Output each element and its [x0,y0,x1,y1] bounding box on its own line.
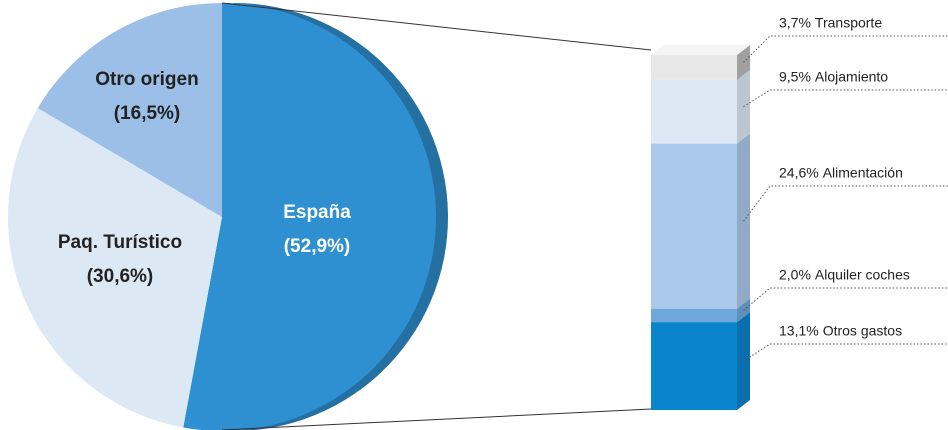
slice [183,3,436,430]
slice-label: España [283,202,351,223]
bar-value-label: 2,0% [779,267,811,283]
slice-label: Paq. Turístico [58,232,182,253]
bar-segment [651,322,737,410]
leader-line [743,343,948,362]
leader-line [743,35,948,63]
bar-name-label: Otros gastos [823,323,902,339]
bar-segment [651,308,737,323]
leader-line [743,185,948,222]
bar-name-label: Alquiler coches [815,267,910,283]
slice-value-label: (16,5%) [114,103,181,124]
slice [8,108,223,428]
connector [221,408,652,430]
bar-value-label: 24,6% [779,165,819,181]
leader-line [743,89,948,108]
bar-value-label: 9,5% [779,69,811,85]
bar-segment [651,55,737,80]
bar-top [651,45,750,55]
slice-label: Otro origen [95,69,198,90]
slice-value-label: (52,9%) [284,236,351,257]
connector [221,2,652,51]
bar-segment [651,79,737,144]
slice [37,3,222,217]
bar-value-label: 3,7% [779,15,811,31]
slice-value-label: (30,6%) [87,266,154,287]
bar-value-label: 13,1% [779,323,819,339]
bar-name-label: Alojamiento [815,69,888,85]
leader-line [743,287,948,311]
bar-name-label: Alimentación [823,165,903,181]
bar-name-label: Transporte [815,15,882,31]
bar-segment [651,143,737,309]
